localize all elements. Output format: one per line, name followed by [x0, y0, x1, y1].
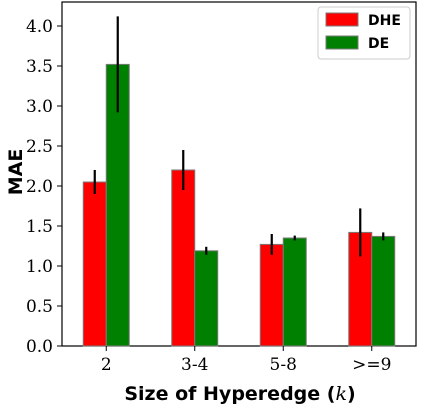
legend-label-dhe: DHE	[368, 13, 401, 29]
x-axis-title: Size of Hyperedge (k)	[124, 383, 355, 405]
y-tick-label: 4.0	[26, 17, 53, 37]
plot-frame	[61, 1, 417, 347]
x-tick-label: 5-8	[270, 355, 297, 375]
y-tick-label: 2.0	[26, 177, 53, 197]
bar-dhe-1	[171, 169, 196, 347]
bar-dhe-2	[259, 243, 284, 347]
y-tick-label: 3.5	[26, 57, 53, 77]
x-axis-title-prefix: Size of Hyperedge (	[124, 383, 335, 405]
x-axis-title-suffix: )	[347, 383, 356, 405]
error-bars	[93, 16, 385, 257]
y-tick-label: 0.5	[26, 297, 53, 317]
y-tick-label: 3.0	[26, 97, 53, 117]
y-axis-title: MAE	[5, 149, 27, 196]
legend-swatch-dhe	[325, 12, 359, 27]
bar-dhe-0	[82, 181, 107, 347]
x-tick-label: 2	[101, 355, 112, 375]
y-tick-label: 1.5	[26, 217, 53, 237]
x-axis-title-var: k	[335, 383, 347, 405]
legend-label-de: DE	[368, 36, 389, 52]
bar-de-1	[194, 250, 219, 347]
plot-area	[61, 1, 417, 347]
x-axis-ticks: 2 3-4 5-8 >=9	[101, 346, 391, 375]
legend: DHE DE	[317, 6, 411, 60]
y-tick-label: 0.0	[26, 337, 53, 357]
bar-de-2	[282, 237, 307, 347]
x-tick-label: 3-4	[181, 355, 208, 375]
bar-de-3	[371, 235, 396, 347]
y-tick-label: 2.5	[26, 137, 53, 157]
legend-swatch-de	[325, 35, 359, 50]
bars	[82, 63, 396, 347]
x-tick-label: >=9	[352, 355, 391, 375]
y-tick-label: 1.0	[26, 257, 53, 277]
y-axis-ticks: 0.0 0.5 1.0 1.5 2.0 2.5 3.0 3.5 4.0	[26, 17, 62, 357]
